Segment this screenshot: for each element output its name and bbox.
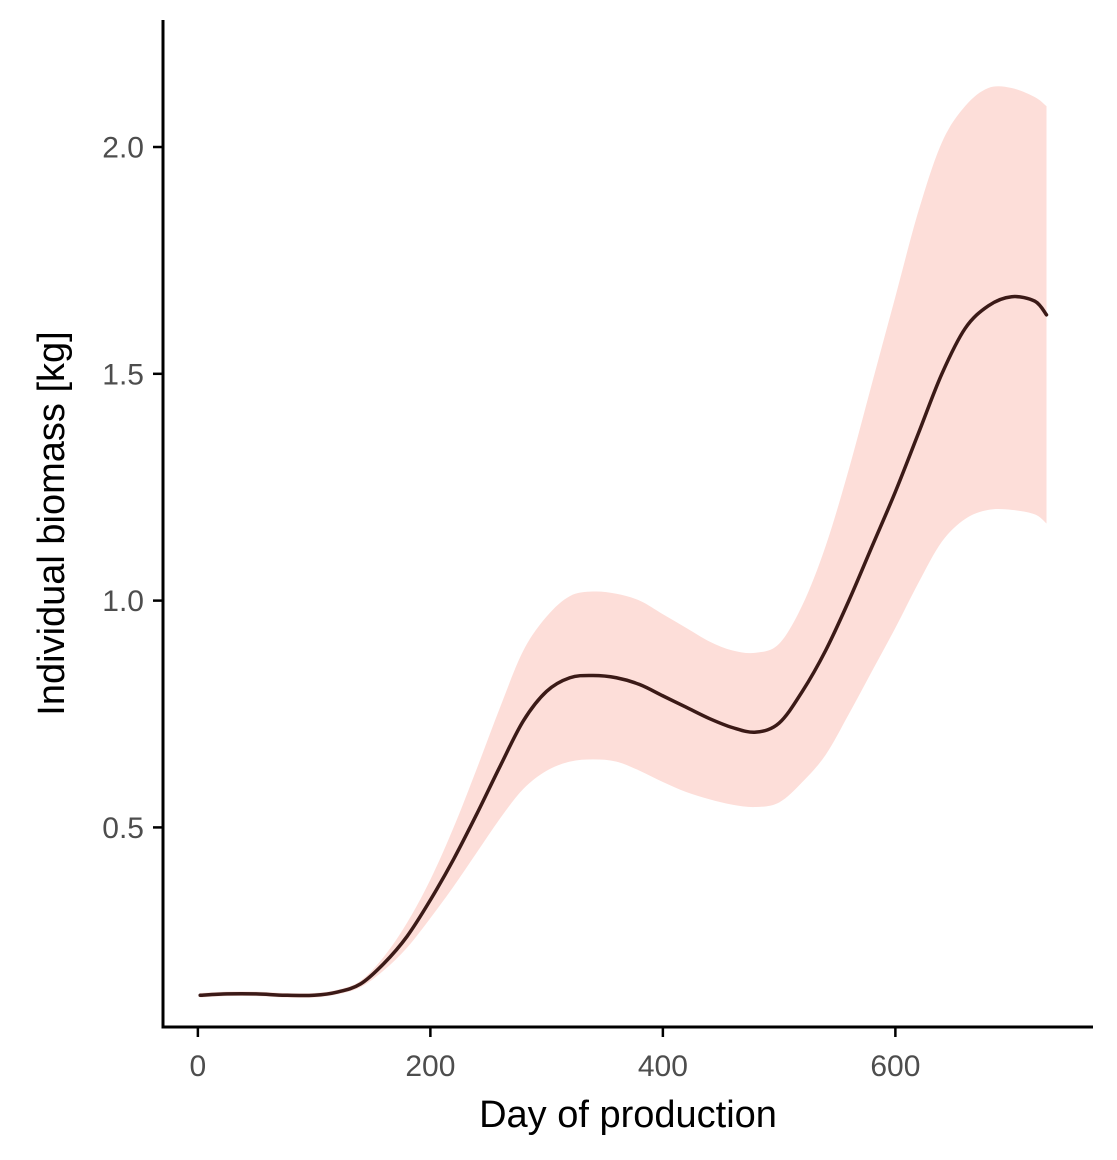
y-tick-label: 2.0 xyxy=(102,132,144,165)
confidence-ribbon xyxy=(200,86,1047,998)
x-tick-label: 200 xyxy=(405,1050,455,1083)
y-tick-label: 1.5 xyxy=(102,358,144,391)
y-tick-label: 1.0 xyxy=(102,585,144,618)
x-axis-title: Day of production xyxy=(479,1094,777,1136)
x-tick-label: 400 xyxy=(638,1050,688,1083)
y-tick-label: 0.5 xyxy=(102,812,144,845)
plot-area xyxy=(198,86,1049,998)
series-line-0 xyxy=(198,294,1049,998)
axes: 0 200 400 600 0.5 1.0 1.5 2.0 xyxy=(102,20,1093,1083)
x-tick-label: 0 xyxy=(190,1050,207,1083)
y-axis-title: Individual biomass [kg] xyxy=(31,331,73,715)
x-tick-label: 600 xyxy=(870,1050,920,1083)
